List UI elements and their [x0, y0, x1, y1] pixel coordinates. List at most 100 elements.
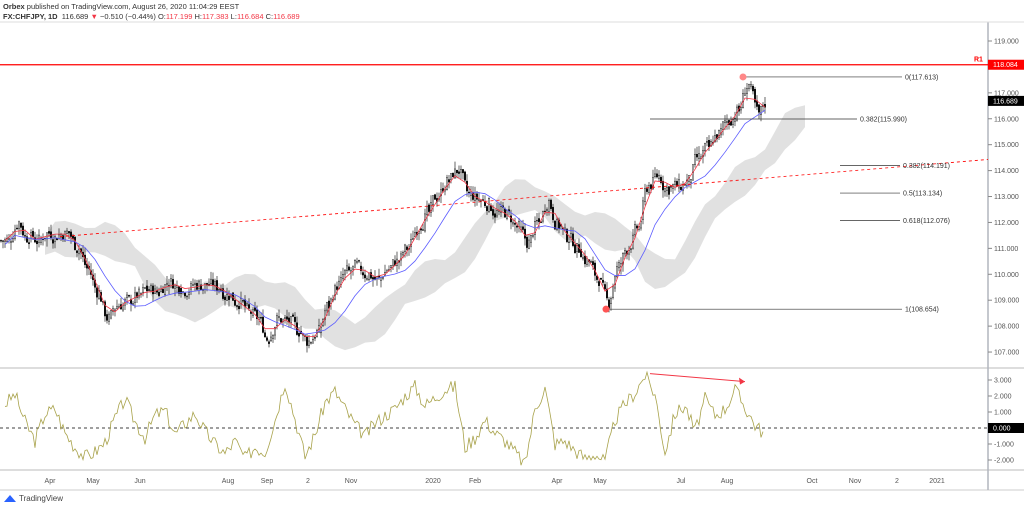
candle-body: [292, 314, 294, 317]
candle-body: [52, 239, 54, 244]
candle-body: [566, 228, 568, 242]
price-tick-label: 114.000: [994, 168, 1019, 175]
candle-body: [462, 169, 464, 174]
candle-body: [430, 202, 432, 213]
candle-body: [138, 288, 140, 298]
candle-body: [536, 219, 538, 222]
candle-body: [724, 120, 726, 123]
candle-body: [718, 129, 720, 138]
candle-body: [636, 225, 638, 229]
candle-body: [634, 224, 636, 235]
price-tick-label: 107.000: [994, 350, 1019, 357]
candle-body: [524, 228, 526, 239]
candle-body: [548, 200, 550, 212]
time-tick-label: 2: [895, 478, 899, 485]
candle-body: [576, 242, 578, 252]
candle-body: [190, 283, 192, 290]
candle-body: [20, 222, 22, 228]
plot-background: [0, 22, 1024, 490]
candle-body: [522, 226, 524, 230]
time-tick-label: May: [593, 478, 607, 485]
candle-body: [96, 287, 98, 298]
divergence-arrow[interactable]: [649, 373, 746, 383]
candle-body: [744, 93, 746, 96]
candle-body: [132, 303, 134, 305]
candle-body: [228, 295, 230, 300]
time-tick-label: Apr: [45, 478, 57, 485]
fib-anchor-low[interactable]: [602, 305, 610, 313]
candle-body: [464, 171, 466, 181]
candle-body: [210, 278, 212, 284]
candle-body: [582, 257, 584, 259]
last-price-text: 116.689: [993, 98, 1018, 105]
time-tick-label: Sep: [261, 478, 274, 485]
candle-body: [268, 341, 270, 344]
candle-body: [180, 287, 182, 294]
candle-body: [484, 201, 486, 207]
candle-body: [448, 179, 450, 183]
trendline[interactable]: [59, 159, 989, 238]
time-tick-label: Aug: [222, 478, 235, 485]
candle-body: [266, 337, 268, 341]
candle-body: [372, 277, 374, 280]
candle-body: [278, 316, 280, 318]
candle-body: [174, 285, 176, 289]
candle-body: [312, 339, 314, 344]
candle-body: [666, 187, 668, 191]
osc-zero-badge: [988, 423, 1024, 433]
candle-body: [294, 317, 296, 322]
kijun-line: [4, 109, 766, 335]
arrow-head-icon: [739, 377, 745, 385]
candle-body: [314, 337, 316, 339]
candle-body: [458, 171, 460, 174]
candle-body: [152, 285, 154, 295]
candle-body: [10, 240, 12, 243]
candle-body: [670, 186, 672, 188]
candle-body: [360, 265, 362, 271]
candle-body: [18, 221, 20, 230]
candle-body: [12, 238, 14, 242]
candle-body: [546, 209, 548, 211]
last-price-badge: [988, 95, 1024, 106]
candle-body: [326, 302, 328, 311]
candle-body: [142, 287, 144, 293]
candle-body: [54, 236, 56, 242]
candle-body: [428, 204, 430, 212]
candle-body: [650, 184, 652, 189]
fib-anchor-high[interactable]: [739, 73, 747, 81]
candle-body: [366, 278, 368, 280]
high-label: H:: [194, 12, 203, 21]
candle-body: [516, 225, 518, 228]
candle-body: [646, 188, 648, 192]
candle-body: [114, 308, 116, 311]
candle-body: [414, 232, 416, 237]
candle-body: [618, 262, 620, 269]
osc-zero-text: 0.000: [993, 426, 1011, 433]
candle-body: [236, 305, 238, 307]
candle-body: [352, 265, 354, 270]
candle-body: [200, 284, 202, 290]
candle-body: [270, 336, 272, 341]
candle-body: [434, 194, 436, 200]
candle-body: [404, 244, 406, 252]
candle-body: [660, 176, 662, 183]
candle-body: [284, 317, 286, 319]
osc-tick-label: 2.000: [994, 394, 1012, 401]
candle-body: [216, 280, 218, 291]
symbol-label[interactable]: FX:CHFJPY, 1D: [3, 12, 58, 21]
candle-body: [72, 235, 74, 239]
price-tick-label: 110.000: [994, 272, 1019, 279]
candle-body: [500, 206, 502, 213]
candle-body: [274, 327, 276, 336]
candle-body: [664, 188, 666, 193]
price-tick-label: 112.000: [994, 220, 1019, 227]
fib-level-label: 0(117.613): [905, 74, 938, 81]
candle-body: [308, 340, 310, 346]
low-label: L:: [230, 12, 237, 21]
down-arrow-icon: ▼: [90, 12, 98, 21]
candle-body: [530, 234, 532, 243]
time-tick-label: Jul: [677, 478, 686, 485]
candle-body: [344, 269, 346, 275]
candle-body: [726, 121, 728, 123]
